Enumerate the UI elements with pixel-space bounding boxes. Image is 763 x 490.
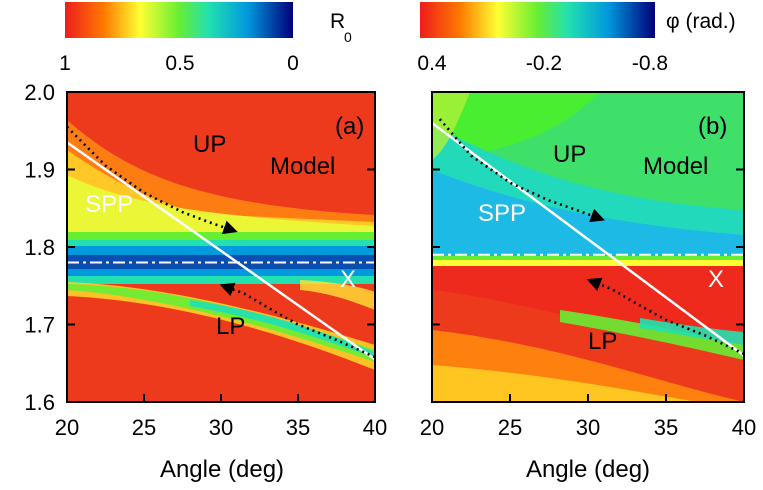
colorbar-a-tick-1: 1 <box>59 52 71 75</box>
panel-b-lp-arrow <box>586 277 745 356</box>
panel-b-spp-line <box>431 121 745 357</box>
ytick-label: 2.0 <box>24 80 55 105</box>
colorbar-a-tick-3: 0 <box>287 52 299 75</box>
panel-b-xlabel: Angle (deg) <box>526 456 650 483</box>
colorbar-a-tick-2: 0.5 <box>165 52 194 75</box>
panel-b-xtick-label: 20 <box>420 415 444 440</box>
colorbar-b-label: φ (rad.) <box>666 10 736 33</box>
panel-a-label: (a) <box>335 113 364 140</box>
colorbar-a-gradient <box>65 2 293 38</box>
axes: 20 25 30 35 402.01.91.81.71.620 25 30 35 40 <box>24 80 756 440</box>
panel-b: (b) UP Model SPP X LP <box>431 91 745 403</box>
ytick-label: 1.9 <box>24 158 55 183</box>
panel-b-lp-label: LP <box>588 328 617 355</box>
ytick-label: 1.7 <box>24 313 55 338</box>
colorbar-b-tick-1: 0.4 <box>417 52 447 75</box>
panel-b-spp-label: SPP <box>478 200 526 227</box>
colorbar-a: R 0 1 0.5 0 <box>59 2 352 75</box>
panel-a: (a) UP Model SPP X LP <box>66 91 376 403</box>
panel-b-xtick-label: 40 <box>732 415 756 440</box>
panel-b-up-label: UP <box>553 141 586 168</box>
panel-b-xtick-label: 30 <box>576 415 600 440</box>
panel-a-xlabel: Angle (deg) <box>160 456 284 483</box>
panel-a-spp-label: SPP <box>85 191 133 218</box>
panel-a-lp-label: LP <box>216 313 245 340</box>
panel-a-xtick-label: 35 <box>286 415 310 440</box>
panel-b-heatmap <box>432 92 744 402</box>
panel-a-spp-line <box>66 141 376 361</box>
panel-a-up-arrow <box>66 125 238 235</box>
panel-b-label: (b) <box>698 113 727 140</box>
ytick-label: 1.8 <box>24 235 55 260</box>
panel-a-xtick-label: 30 <box>209 415 233 440</box>
panel-a-xtick-label: 25 <box>132 415 156 440</box>
panel-a-xtick-label: 40 <box>363 415 387 440</box>
panel-b-up-arrow <box>438 118 605 223</box>
colorbar-b-tick-2: -0.2 <box>526 52 562 75</box>
colorbar-b-gradient <box>420 2 655 38</box>
ytick-label: 1.6 <box>24 390 55 415</box>
colorbar-b: φ (rad.) 0.4 -0.2 -0.8 <box>417 2 736 75</box>
panel-a-xtick-label: 20 <box>55 415 79 440</box>
panel-b-xtick-label: 35 <box>654 415 678 440</box>
colorbar-a-label-subscript: 0 <box>344 29 352 45</box>
panel-b-model-label: Model <box>643 153 708 180</box>
panel-b-xtick-label: 25 <box>498 415 522 440</box>
panel-a-heatmap <box>67 92 375 402</box>
panel-b-x-label: X <box>708 266 724 293</box>
colorbar-a-label: R <box>330 10 345 33</box>
panel-a-x-label: X <box>340 266 356 293</box>
panel-a-model-label: Model <box>270 153 335 180</box>
colorbar-b-tick-3: -0.8 <box>632 52 668 75</box>
panel-a-up-label: UP <box>193 131 226 158</box>
